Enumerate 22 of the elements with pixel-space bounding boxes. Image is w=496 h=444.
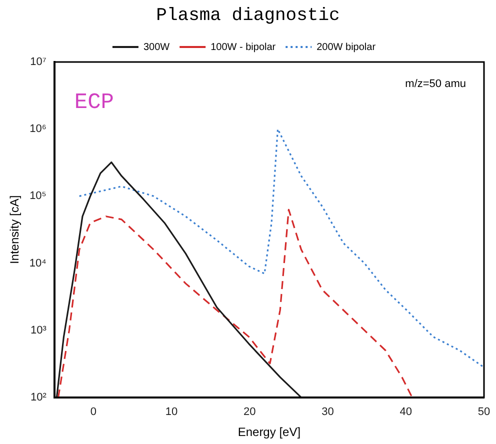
legend-label: 200W bipolar [316, 42, 376, 53]
x-tick-label: 50 [478, 406, 490, 418]
y-tick-label: 10⁵ [30, 190, 46, 202]
x-axis-title: Energy [eV] [238, 425, 301, 440]
x-tick-label: 10 [165, 406, 178, 418]
y-tick-label: 10⁶ [30, 123, 46, 136]
x-tick-label: 40 [400, 406, 412, 418]
y-tick-label: 10⁷ [30, 56, 46, 68]
x-tick-label: 0 [90, 406, 96, 418]
legend-label: 100W - bipolar [210, 42, 276, 53]
y-axis-title: Intensity [cA] [8, 195, 22, 264]
legend-label: 300W [143, 42, 170, 53]
annotation: ECP [74, 90, 114, 115]
chart-title: Plasma diagnostic [155, 5, 341, 28]
y-tick-label: 10⁴ [29, 257, 47, 270]
x-tick-label: 30 [322, 406, 334, 418]
line-series [78, 128, 484, 368]
y-tick-label: 10³ [30, 324, 47, 336]
x-tick-label: 20 [244, 406, 256, 418]
annotation: m/z=50 amu [405, 78, 466, 90]
line-series [57, 208, 413, 398]
y-tick-label: 10² [30, 391, 47, 404]
